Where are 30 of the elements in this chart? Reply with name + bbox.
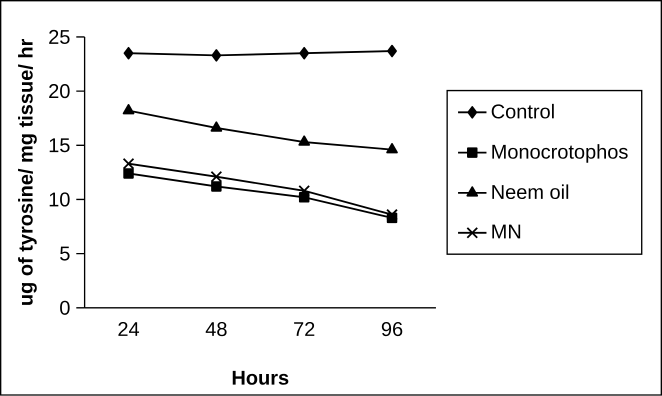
legend-label: Neem oil <box>492 184 568 200</box>
y-tick-label: 10 <box>50 192 70 207</box>
point <box>211 181 222 192</box>
x-axis-title: Hours <box>232 371 288 385</box>
x-tick-label: 24 <box>118 322 140 336</box>
y-tick-label: 5 <box>60 246 70 261</box>
legend-label: MN <box>492 224 520 239</box>
point <box>211 49 222 62</box>
y-tick-label: 15 <box>50 138 70 152</box>
point <box>122 158 134 170</box>
y-tick-label: 0 <box>60 300 70 315</box>
y-tick-label: 20 <box>49 84 70 98</box>
x-tick-label: 48 <box>206 322 227 336</box>
x-tick-label: 72 <box>294 322 314 336</box>
x-tick-label: 96 <box>382 322 402 336</box>
point <box>298 136 310 146</box>
point <box>386 143 398 154</box>
point <box>387 44 397 58</box>
point <box>123 168 134 179</box>
point <box>386 208 398 221</box>
y-axis-title: ug of tyrosine/ mg tissue/ hr <box>18 39 37 306</box>
legend-label: Control <box>492 104 554 119</box>
point <box>210 170 222 183</box>
point <box>124 47 134 60</box>
point <box>299 47 310 60</box>
y-tick-label: 25 <box>49 30 70 44</box>
legend-label: Monocrotophos <box>492 144 628 163</box>
point <box>210 122 222 132</box>
point <box>122 104 134 114</box>
point <box>298 185 310 197</box>
